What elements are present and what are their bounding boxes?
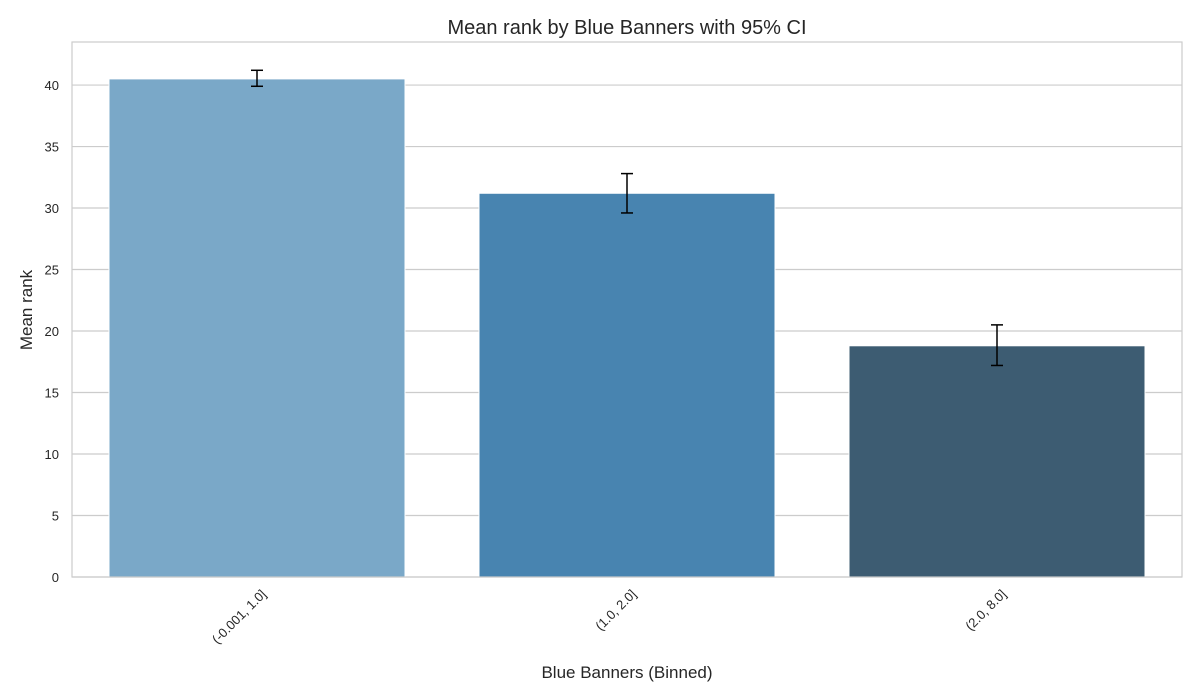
x-tick-label: (1.0, 2.0] bbox=[592, 587, 639, 634]
y-tick-label: 20 bbox=[45, 324, 59, 339]
y-tick-label: 5 bbox=[52, 509, 59, 524]
y-tick-label: 35 bbox=[45, 140, 59, 155]
errorbar-layer bbox=[251, 69, 1003, 367]
chart-title: Mean rank by Blue Banners with 95% CI bbox=[447, 17, 806, 39]
x-axis-label: Blue Banners (Binned) bbox=[541, 663, 712, 682]
y-tick-labels: 0 5 10 15 20 25 30 35 40 bbox=[45, 78, 59, 585]
bar bbox=[108, 78, 406, 578]
y-axis-label: Mean rank bbox=[17, 269, 36, 350]
y-tick-label: 0 bbox=[52, 570, 59, 585]
bars-layer bbox=[108, 78, 1146, 578]
x-tick-label: (2.0, 8.0] bbox=[962, 587, 1009, 634]
bar bbox=[848, 345, 1146, 578]
y-tick-label: 30 bbox=[45, 201, 59, 216]
y-tick-label: 40 bbox=[45, 78, 59, 93]
plot-frame bbox=[71, 41, 1183, 578]
x-tick-labels: (-0.001, 1.0] (1.0, 2.0] (2.0, 8.0] bbox=[209, 587, 1009, 647]
y-tick-label: 25 bbox=[45, 263, 59, 278]
y-tick-label: 15 bbox=[45, 386, 59, 401]
y-tick-label: 10 bbox=[45, 447, 59, 462]
x-tick-label: (-0.001, 1.0] bbox=[209, 587, 269, 647]
bar bbox=[478, 192, 776, 578]
